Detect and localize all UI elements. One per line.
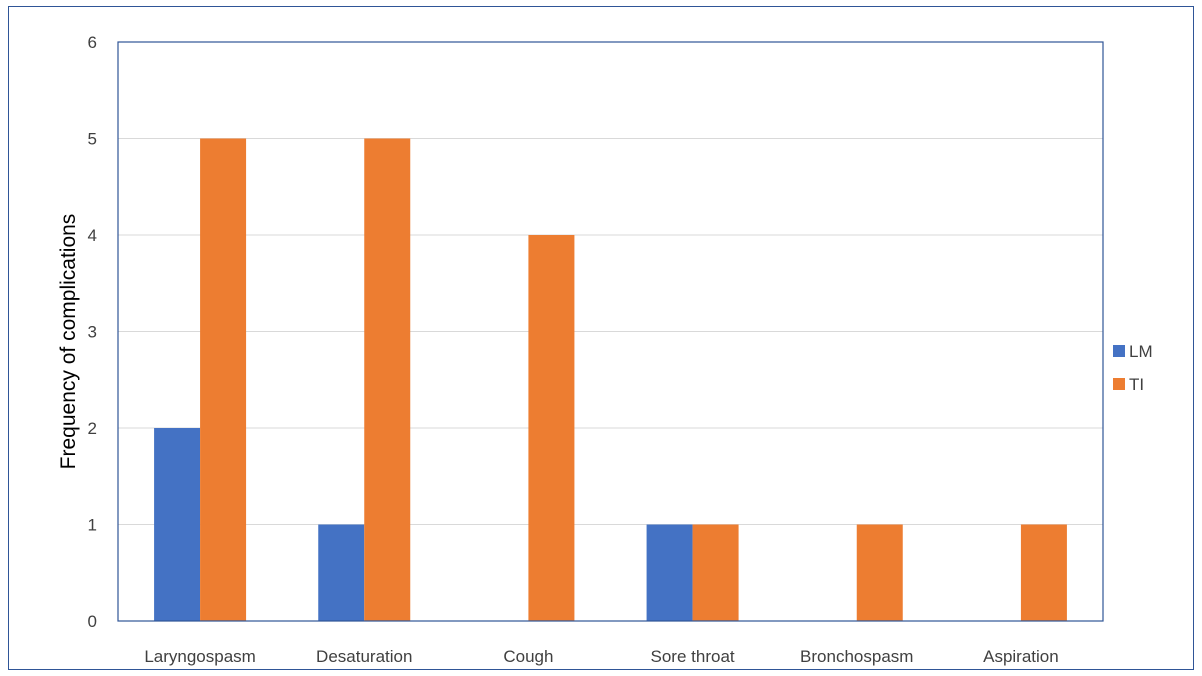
bar-lm-desaturation [318, 524, 365, 621]
bar-ti-bronchospasm [856, 524, 903, 621]
bar-lm-laryngospasm [154, 428, 201, 621]
x-tick-label: Bronchospasm [800, 647, 913, 666]
x-tick-label: Cough [503, 647, 553, 666]
bar-ti-desaturation [364, 138, 411, 621]
y-tick-label: 3 [88, 323, 97, 342]
legend-swatch-ti [1113, 378, 1125, 390]
x-axis-tick-labels: Laryngospasm Desaturation Cough Sore throat… [144, 647, 1058, 666]
x-tick-label: Laryngospasm [144, 647, 256, 666]
bar-ti-laryngospasm [200, 138, 247, 621]
plot-area-border [117, 41, 1104, 622]
y-tick-label: 4 [88, 226, 97, 245]
y-axis-tick-labels: 0 1 2 3 4 5 6 [88, 33, 97, 631]
x-tick-label: Desaturation [316, 647, 412, 666]
legend-swatch-lm [1113, 345, 1125, 357]
y-axis-title: Frequency of complications [57, 214, 80, 470]
y-tick-label: 5 [88, 130, 97, 149]
bar-ti-cough [528, 235, 575, 621]
x-tick-label: Sore throat [651, 647, 735, 666]
legend-label-lm: LM [1129, 342, 1153, 361]
gridlines [118, 138, 1103, 525]
y-tick-label: 0 [88, 612, 97, 631]
x-tick-label: Aspiration [983, 647, 1059, 666]
bars [154, 138, 1067, 621]
bar-ti-aspiration [1020, 524, 1067, 621]
legend: LM TI [1113, 342, 1153, 394]
y-tick-label: 2 [88, 419, 97, 438]
y-tick-label: 6 [88, 33, 97, 52]
bar-lm-sore-throat [646, 524, 693, 621]
bar-ti-sore-throat [692, 524, 739, 621]
y-tick-label: 1 [88, 516, 97, 535]
legend-label-ti: TI [1129, 375, 1144, 394]
